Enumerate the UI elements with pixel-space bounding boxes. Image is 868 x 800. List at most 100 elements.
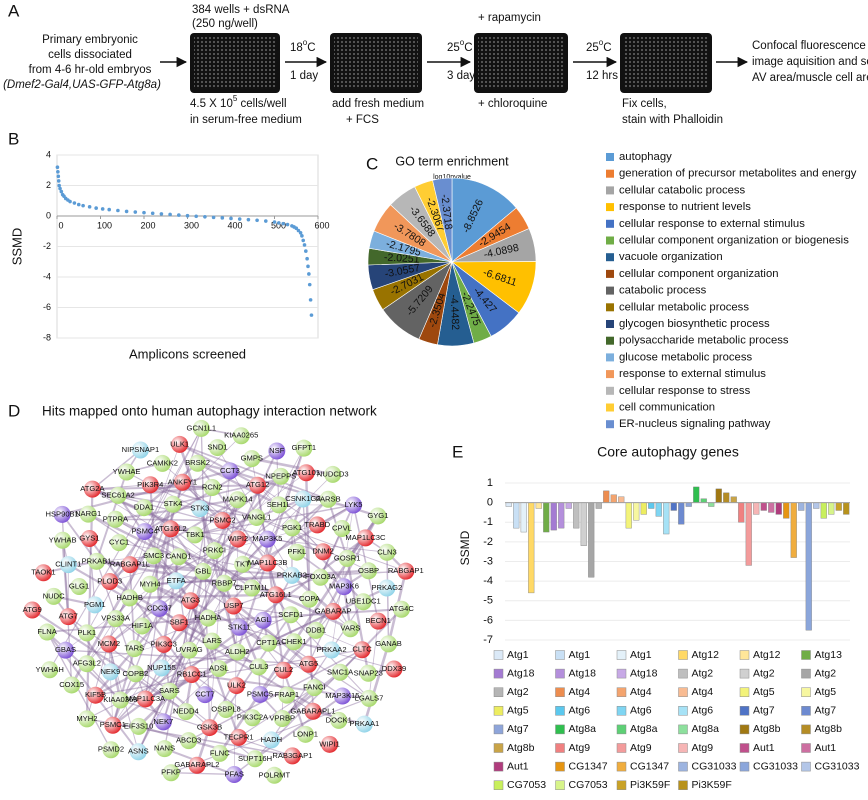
bar — [663, 502, 670, 535]
node-label: PRKAB2 — [277, 570, 307, 579]
legend-swatch — [555, 650, 565, 660]
point — [55, 165, 60, 169]
node-label: GABARAPL2 — [174, 760, 219, 769]
node-label: CLTC — [352, 645, 372, 654]
node-label: LGALS7 — [355, 693, 384, 702]
node — [314, 543, 332, 561]
node-label: MAP1LC3C — [345, 533, 386, 542]
point — [264, 219, 268, 223]
bar — [655, 502, 662, 517]
node — [80, 529, 98, 547]
edge — [162, 463, 351, 630]
node — [156, 740, 174, 758]
node — [106, 510, 124, 528]
node-label: GABARAP — [315, 606, 352, 615]
edge — [278, 504, 324, 553]
edge — [251, 457, 334, 476]
node — [265, 766, 283, 784]
node-label: PTPRA — [103, 514, 129, 523]
output-text: Confocal fluorescence — [752, 40, 866, 52]
node-label: ATG2A — [80, 484, 105, 493]
point — [56, 169, 60, 174]
y-tick-label: -2 — [483, 536, 493, 548]
edge — [129, 564, 136, 649]
y-tick-label: -5 — [483, 595, 493, 607]
legend-swatch — [606, 236, 614, 245]
legend-label: Atg6 — [569, 705, 591, 717]
node-label: STK3 — [190, 504, 209, 513]
point — [57, 183, 61, 188]
node-label: MAP3K6 — [329, 582, 359, 591]
node — [275, 661, 293, 679]
node — [155, 635, 173, 653]
node — [283, 747, 301, 765]
node-label: ASNS — [128, 747, 149, 756]
edge — [242, 474, 334, 565]
legend-swatch — [616, 780, 627, 790]
node-label: NEK9 — [100, 667, 120, 676]
edge — [386, 552, 390, 644]
pie-slice — [451, 177, 517, 263]
node-label: GYG1 — [367, 511, 388, 520]
node-label: SND1 — [207, 443, 227, 452]
node-label: CSNK1G3 — [285, 494, 320, 503]
node-label: KIF5B — [85, 690, 106, 699]
network-title: Hits mapped onto human autophagy interac… — [42, 404, 377, 419]
node — [180, 641, 198, 659]
node — [189, 454, 207, 472]
legend-swatch — [739, 687, 750, 697]
node-label: CCT7 — [195, 690, 215, 699]
node-label: NIPSNAP1 — [122, 445, 160, 454]
node-label: ULK1 — [170, 439, 189, 448]
bar — [520, 502, 527, 533]
y-tick-label: -7 — [483, 634, 493, 646]
edge — [233, 605, 291, 616]
node — [215, 574, 233, 592]
edge — [144, 649, 191, 700]
node — [180, 732, 198, 750]
plate-text: in serum-free medium — [190, 114, 302, 126]
legend-label: cellular catabolic process — [619, 184, 746, 196]
node-label: CAMKK2 — [147, 458, 178, 467]
panel-label: E — [452, 442, 463, 461]
point — [307, 282, 312, 287]
node — [262, 731, 280, 749]
node — [268, 442, 286, 460]
legend-label: Atg18 — [507, 667, 535, 679]
node — [145, 547, 163, 565]
legend-label: Atg5 — [815, 686, 837, 698]
node-label: PGK1 — [282, 523, 302, 532]
legend-swatch — [616, 761, 627, 772]
node — [131, 441, 149, 459]
bar — [618, 496, 625, 503]
legend-label: CG1347 — [569, 760, 608, 772]
node-label: PIK3C3 — [151, 639, 177, 648]
node-label: PRKAB1 — [82, 556, 112, 565]
node — [130, 717, 148, 735]
legend-label: Atg5 — [753, 686, 775, 698]
node-label: TBK1 — [185, 530, 204, 539]
node-label: DDX39 — [382, 664, 406, 673]
node — [45, 587, 63, 605]
point — [76, 202, 81, 207]
node — [341, 620, 359, 638]
y-tick-label: 0 — [46, 210, 51, 220]
node — [23, 601, 41, 619]
node-label: TRABD — [304, 520, 330, 529]
node-label: GLG1 — [69, 581, 89, 590]
edge — [92, 488, 253, 589]
node — [59, 608, 77, 626]
legend-swatch — [606, 219, 614, 228]
node — [213, 511, 231, 529]
node-label: HIF1A — [131, 621, 153, 630]
node — [118, 463, 136, 481]
node — [225, 765, 243, 783]
node-label: SNAP23 — [354, 668, 383, 677]
node — [397, 562, 415, 580]
legend-label: CG31033 — [753, 760, 798, 772]
node-label: CCT3 — [220, 466, 240, 475]
node-label: PIK3R4 — [137, 480, 163, 489]
node-label: EIF3S10 — [124, 721, 154, 730]
node — [88, 552, 106, 570]
text-part: C — [603, 42, 611, 54]
